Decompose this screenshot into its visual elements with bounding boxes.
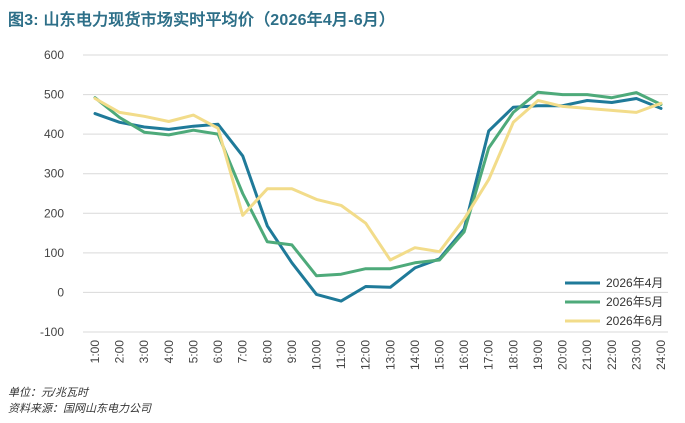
y-tick-label: 600 <box>44 48 64 62</box>
x-tick-label: 24:00 <box>654 340 668 370</box>
x-tick-label: 17:00 <box>482 340 496 370</box>
x-tick-label: 10:00 <box>309 340 323 370</box>
x-tick-label: 3:00 <box>137 340 151 364</box>
x-tick-label: 23:00 <box>629 340 643 370</box>
legend-label-1: 2026年4月 <box>606 276 663 290</box>
x-tick-label: 20:00 <box>556 340 570 370</box>
legend: 2026年4月 2026年5月 2026年6月 <box>565 276 663 328</box>
unit-note: 单位：元/兆瓦时 <box>8 387 89 399</box>
y-tick-label: 500 <box>44 88 64 102</box>
x-tick-label: 21:00 <box>580 340 594 370</box>
x-tick-label: 16:00 <box>457 340 471 370</box>
x-tick-label: 4:00 <box>162 340 176 364</box>
x-tick-label: 13:00 <box>383 340 397 370</box>
legend-label-3: 2026年6月 <box>606 314 663 328</box>
x-tick-label: 6:00 <box>211 340 225 364</box>
x-tick-label: 22:00 <box>605 340 619 370</box>
source-note: 资料来源：国网山东电力公司 <box>8 403 151 415</box>
x-tick-label: 12:00 <box>359 340 373 370</box>
x-tick-label: 8:00 <box>260 340 274 364</box>
x-tick-label: 15:00 <box>433 340 447 370</box>
series-line-3 <box>93 97 663 262</box>
x-tick-label: 9:00 <box>285 340 299 364</box>
x-tick-label: 19:00 <box>531 340 545 370</box>
series-line-1 <box>93 97 663 303</box>
y-tick-label: 200 <box>44 206 64 220</box>
series-lines <box>93 90 663 303</box>
x-tick-label: 5:00 <box>186 340 200 364</box>
y-tick-label: -100 <box>40 325 64 339</box>
x-tick-label: 1:00 <box>88 340 102 364</box>
y-tick-label: 400 <box>44 127 64 141</box>
x-tick-label: 7:00 <box>236 340 250 364</box>
series-line-2 <box>93 90 663 278</box>
grid-lines <box>83 54 668 333</box>
x-tick-label: 11:00 <box>334 340 348 369</box>
legend-label-2: 2026年5月 <box>606 295 663 309</box>
x-axis-tick-labels: 1:00 2:00 3:00 4:00 5:00 6:00 7:00 8:00 9:00 10:0… <box>88 340 668 370</box>
y-tick-label: 100 <box>44 246 64 260</box>
y-axis-tick-labels: -100 0 100 200 300 400 500 600 <box>40 48 64 339</box>
chart-title: 图3: 山东电力现货市场实时平均价（2026年4月-6月） <box>8 12 396 29</box>
x-tick-label: 2:00 <box>113 340 127 364</box>
x-tick-label: 18:00 <box>506 340 520 370</box>
x-tick-label: 14:00 <box>408 340 422 370</box>
y-tick-label: 0 <box>57 285 64 299</box>
y-tick-label: 300 <box>44 167 64 181</box>
